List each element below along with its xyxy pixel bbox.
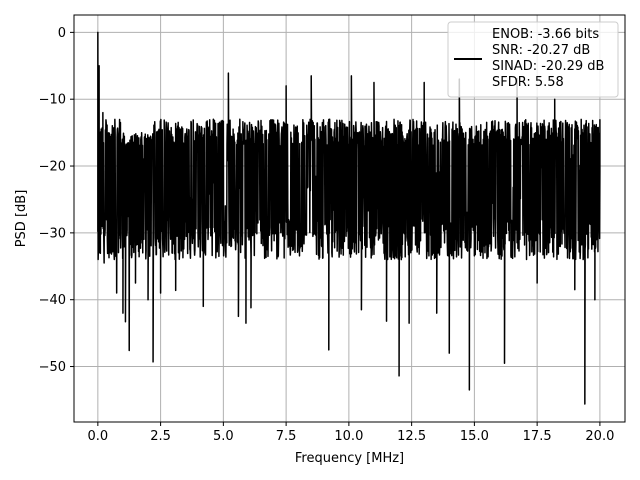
x-tick-label: 10.0 [334, 429, 363, 444]
legend-enob: ENOB: -3.66 bits [492, 27, 599, 42]
x-tick-label: 12.5 [397, 429, 426, 444]
legend-sfdr: SFDR: 5.58 [492, 75, 564, 90]
x-axis-label: Frequency [MHz] [295, 451, 404, 466]
y-tick-label: 0 [58, 26, 66, 41]
x-tick-label: 20.0 [585, 429, 614, 444]
legend: ENOB: -3.66 bits SNR: -20.27 dB SINAD: -… [447, 21, 619, 98]
x-tick-label: 17.5 [523, 429, 552, 444]
legend-sinad: SINAD: -20.29 dB [492, 59, 604, 74]
y-tick-label: −20 [39, 160, 66, 175]
psd-series-line [97, 31, 601, 405]
y-axis-ticks: 0 −10 −20 −30 −40 −50 [39, 26, 74, 375]
y-tick-label: −50 [39, 360, 66, 375]
x-axis-ticks: 0.0 2.5 5.0 7.5 10.0 12.5 15.0 17.5 20.0 [88, 422, 614, 444]
x-tick-label: 7.5 [276, 429, 297, 444]
x-tick-label: 15.0 [460, 429, 489, 444]
x-tick-label: 5.0 [213, 429, 234, 444]
y-tick-label: −10 [39, 93, 66, 108]
x-tick-label: 2.5 [150, 429, 171, 444]
y-axis-label: PSD [dB] [14, 190, 29, 248]
legend-snr: SNR: -20.27 dB [492, 43, 590, 58]
y-tick-label: −30 [39, 226, 66, 241]
plot-area [97, 31, 601, 405]
legend-box [447, 21, 619, 98]
axes-frame [73, 14, 626, 423]
y-tick-label: −40 [39, 293, 66, 308]
x-tick-label: 0.0 [88, 429, 109, 444]
